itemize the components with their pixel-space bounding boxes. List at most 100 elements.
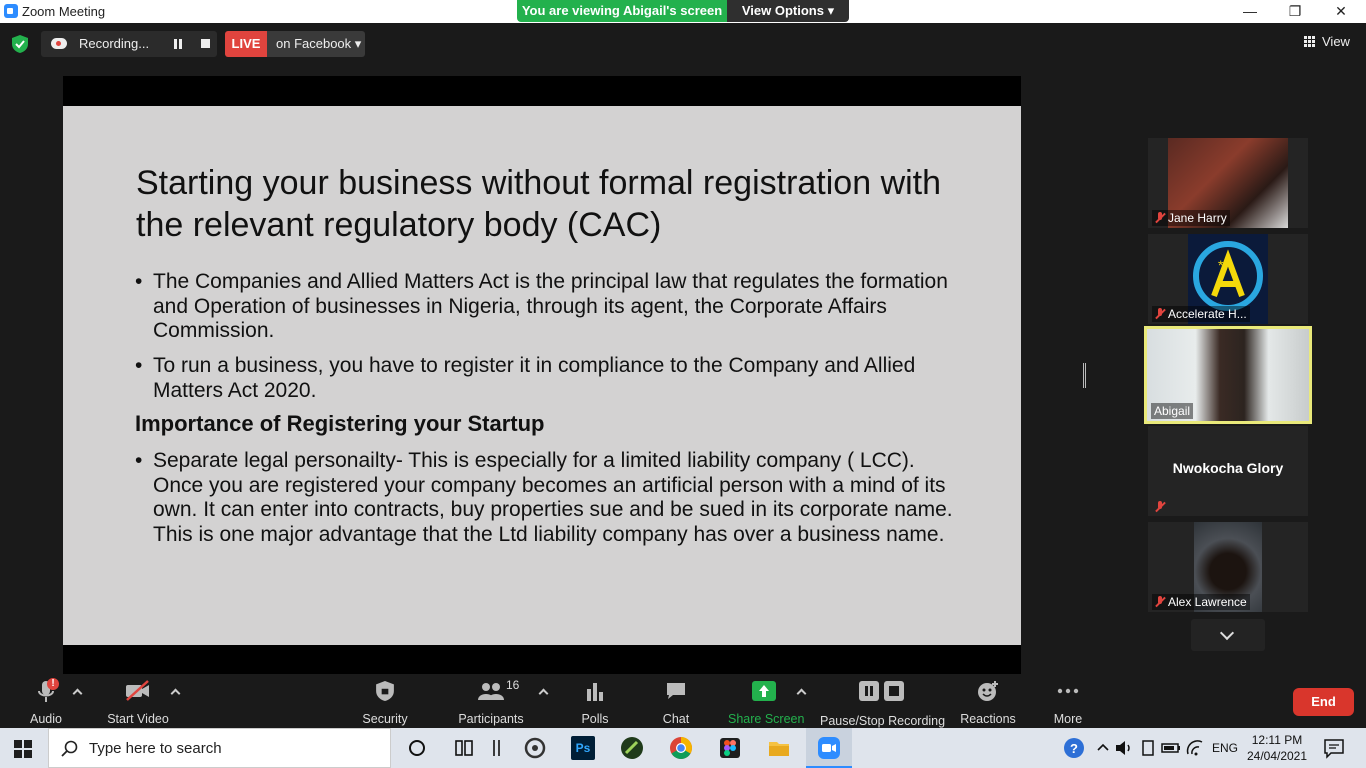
- stop-recording-icon[interactable]: [201, 39, 210, 48]
- device-icon[interactable]: [1136, 736, 1160, 760]
- pause-stop-recording-label: Pause/Stop Recording: [820, 714, 946, 728]
- accelerate-logo-icon: *: [1193, 241, 1263, 311]
- participant-tile[interactable]: * Accelerate H...: [1148, 234, 1308, 324]
- security-label: Security: [362, 712, 408, 726]
- inkscape-icon[interactable]: [620, 736, 644, 760]
- video-off-icon: [126, 680, 149, 701]
- participant-name: Jane Harry: [1152, 210, 1230, 226]
- app-icon[interactable]: [485, 736, 509, 760]
- encryption-shield-icon[interactable]: [12, 35, 28, 53]
- volume-icon[interactable]: [1112, 736, 1136, 760]
- view-label: View: [1322, 34, 1350, 49]
- slide-heading: Importance of Registering your Startup: [135, 411, 545, 436]
- live-platform-dropdown[interactable]: on Facebook ▾: [267, 31, 365, 57]
- active-speaker-tile[interactable]: Abigail: [1144, 326, 1312, 424]
- muted-mic-icon: [1155, 596, 1165, 608]
- minimize-button[interactable]: —: [1243, 3, 1257, 19]
- polls-button[interactable]: Polls: [575, 678, 615, 726]
- chrome-icon[interactable]: [669, 736, 693, 760]
- participant-tile[interactable]: Nwokocha Glory: [1148, 426, 1308, 516]
- viewing-screen-banner: You are viewing Abigail's screen View Op…: [517, 0, 849, 22]
- muted-mic-icon: [1155, 212, 1165, 224]
- viewing-message: You are viewing Abigail's screen: [517, 0, 727, 22]
- photoshop-icon[interactable]: Ps: [571, 736, 595, 760]
- reactions-label: Reactions: [960, 712, 1016, 726]
- more-label: More: [1053, 712, 1083, 726]
- chat-icon: [667, 683, 685, 699]
- security-shield-icon: [376, 681, 394, 701]
- polls-icon: [587, 683, 603, 701]
- windows-start-icon[interactable]: [14, 740, 32, 758]
- participants-button[interactable]: 16 Participants: [456, 678, 526, 726]
- chevron-up-icon[interactable]: [1091, 736, 1115, 760]
- reactions-smiley-icon: [978, 681, 998, 701]
- close-button[interactable]: ✕: [1335, 3, 1347, 19]
- participants-count: 16: [506, 678, 520, 692]
- pause-icon: [858, 681, 879, 701]
- cloud-recording-icon: [51, 38, 67, 49]
- panel-resize-handle[interactable]: [1083, 363, 1086, 388]
- share-screen-icon: [752, 681, 776, 701]
- meeting-toolbar: ! Audio Start Video Security 16 Particip…: [0, 674, 1366, 728]
- participant-name: Alex Lawrence: [1152, 594, 1250, 610]
- participant-tile[interactable]: Jane Harry: [1148, 138, 1308, 228]
- media-app-icon[interactable]: [523, 736, 547, 760]
- video-options-caret[interactable]: [170, 688, 181, 699]
- live-badge: LIVE: [225, 31, 267, 57]
- notifications-icon[interactable]: [1322, 736, 1346, 760]
- more-button[interactable]: More: [1048, 678, 1088, 726]
- participant-display-name: Nwokocha Glory: [1172, 460, 1284, 476]
- clock-time: 12:11 PM: [1251, 733, 1303, 747]
- pause-recording-icon[interactable]: [173, 39, 183, 49]
- slide-title: Starting your business without formal re…: [136, 164, 942, 244]
- view-options-button[interactable]: View Options ▾: [727, 0, 849, 22]
- wifi-icon[interactable]: [1184, 736, 1208, 760]
- participant-name: Accelerate H...: [1152, 306, 1250, 322]
- zoom-icon: [818, 737, 840, 759]
- share-screen-button[interactable]: Share Screen: [728, 678, 805, 726]
- search-placeholder: Type here to search: [89, 740, 222, 757]
- taskbar-clock[interactable]: 12:11 PM 24/04/2021: [1244, 728, 1310, 768]
- pause-stop-recording-button[interactable]: Pause/Stop Recording: [820, 678, 946, 728]
- participants-options-caret[interactable]: [538, 688, 549, 699]
- svg-text:?: ?: [1070, 741, 1078, 756]
- participant-video: [1194, 522, 1262, 612]
- chat-button[interactable]: Chat: [656, 678, 696, 726]
- file-explorer-icon[interactable]: [767, 736, 791, 760]
- participant-name: Abigail: [1151, 403, 1194, 419]
- restore-button[interactable]: ❐: [1288, 3, 1302, 19]
- audio-alert-badge: !: [47, 678, 59, 690]
- participant-avatar: *: [1188, 234, 1268, 324]
- slide-bullet: To run a business, you have to register …: [135, 354, 955, 403]
- chat-label: Chat: [662, 712, 690, 726]
- security-button[interactable]: Security: [360, 678, 410, 726]
- recording-indicator: Recording...: [41, 31, 217, 57]
- help-icon[interactable]: ?: [1062, 736, 1086, 760]
- taskbar-search-box[interactable]: Type here to search: [48, 728, 391, 768]
- more-dots-icon: [1057, 688, 1079, 694]
- end-meeting-button[interactable]: End: [1293, 688, 1354, 716]
- clock-date: 24/04/2021: [1246, 749, 1308, 763]
- participant-tile[interactable]: Alex Lawrence: [1148, 522, 1308, 612]
- polls-label: Polls: [581, 712, 609, 726]
- view-layout-button[interactable]: View: [1304, 34, 1350, 49]
- zoom-taskbar-button[interactable]: [806, 728, 852, 768]
- live-stream-indicator[interactable]: LIVE on Facebook ▾: [225, 31, 365, 57]
- cortana-icon[interactable]: [405, 736, 429, 760]
- share-screen-label: Share Screen: [728, 712, 805, 726]
- scroll-participants-down-button[interactable]: [1191, 619, 1265, 651]
- start-video-button[interactable]: Start Video: [104, 678, 172, 726]
- participant-video: [1168, 138, 1288, 228]
- participants-label: Participants: [458, 712, 524, 726]
- grid-icon: [1304, 35, 1316, 48]
- task-view-icon[interactable]: [452, 736, 476, 760]
- battery-icon[interactable]: [1159, 736, 1183, 760]
- input-language[interactable]: ENG: [1212, 741, 1239, 755]
- muted-mic-icon: [1155, 308, 1165, 320]
- audio-options-caret[interactable]: [72, 688, 83, 699]
- audio-label: Audio: [30, 712, 62, 726]
- recording-label: Recording...: [79, 36, 150, 51]
- reactions-button[interactable]: Reactions: [960, 678, 1016, 726]
- audio-button[interactable]: ! Audio: [26, 678, 66, 726]
- figma-icon[interactable]: [718, 736, 742, 760]
